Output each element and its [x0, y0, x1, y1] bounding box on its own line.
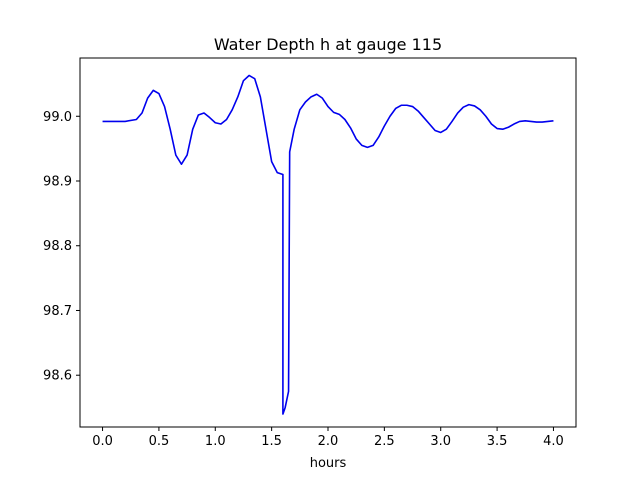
x-tick-label: 0.0: [92, 434, 113, 449]
y-tick-label: 98.7: [43, 304, 72, 319]
y-axis: 98.6 98.7 98.8 98.9 99.0: [43, 110, 80, 384]
plot-area: [102, 74, 554, 415]
x-tick-label: 3.5: [487, 434, 508, 449]
y-tick-label: 99.0: [43, 110, 72, 125]
x-tick-label: 2.0: [318, 434, 339, 449]
plot-frame: [79, 57, 577, 428]
x-axis-label: hours: [310, 456, 347, 471]
x-tick-label: 1.5: [261, 434, 282, 449]
x-tick-label: 2.5: [374, 434, 395, 449]
y-tick-label: 98.8: [43, 239, 72, 254]
x-tick-label: 1.0: [205, 434, 226, 449]
y-tick-label: 98.6: [43, 369, 72, 384]
y-tick-label: 98.9: [43, 175, 72, 190]
x-tick-label: 0.5: [149, 434, 170, 449]
x-axis: 0.0 0.5 1.0 1.5 2.0 2.5 3.0 3.5 4.0: [92, 427, 564, 449]
x-tick-label: 3.0: [430, 434, 451, 449]
chart-title: Water Depth h at gauge 115: [214, 35, 442, 54]
series-line-0: [102, 74, 554, 415]
x-tick-label: 4.0: [543, 434, 564, 449]
